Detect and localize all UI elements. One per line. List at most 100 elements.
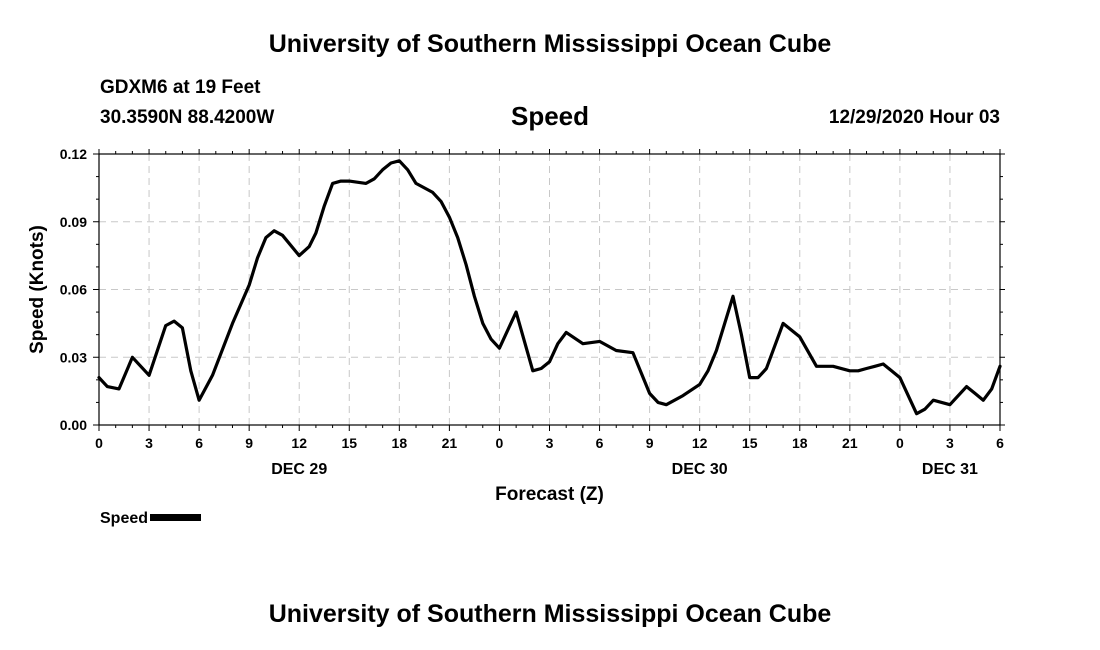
forecast-datetime: 12/29/2020 Hour 03 — [828, 107, 1000, 128]
data-point — [340, 180, 342, 182]
data-point — [490, 338, 492, 340]
axis-labels: 0 3 6 9 12 15 18 21 0 3 6 9 12 15 18 21 0 3 6 0.00 0.03 0.06 0… — [27, 146, 1004, 505]
data-point — [974, 392, 976, 394]
data-point — [899, 376, 901, 379]
y-tick-label: 0.00 — [60, 417, 87, 433]
data-point — [915, 413, 918, 415]
data-point — [515, 311, 517, 313]
data-point — [398, 160, 400, 162]
x-tick-label: 18 — [392, 435, 408, 451]
y-tick-label: 0.09 — [60, 214, 87, 230]
data-point — [707, 370, 709, 372]
series — [97, 159, 1002, 416]
data-point — [473, 295, 476, 297]
x-tick-label: 3 — [946, 435, 954, 451]
x-tick-label: 3 — [145, 435, 153, 451]
data-point — [665, 404, 667, 406]
data-point — [448, 216, 450, 218]
data-point — [582, 343, 584, 345]
x-tick-label: 21 — [442, 435, 458, 451]
y-tick-label: 0.06 — [60, 282, 87, 298]
data-point — [799, 336, 801, 338]
data-point — [198, 399, 200, 401]
day-label: DEC 30 — [672, 461, 728, 478]
x-tick-label: 3 — [546, 435, 554, 451]
data-point — [148, 374, 150, 376]
data-point — [999, 365, 1001, 367]
data-point — [882, 363, 884, 365]
data-point — [782, 322, 784, 324]
data-point — [131, 356, 133, 358]
data-point — [248, 284, 250, 286]
data-point — [815, 365, 818, 367]
y-tick-label: 0.12 — [60, 146, 87, 162]
x-tick-label: 15 — [742, 435, 758, 451]
data-point — [211, 374, 214, 376]
data-point — [106, 386, 108, 388]
data-point — [865, 367, 868, 370]
legend: Speed — [100, 510, 202, 528]
data-point — [373, 178, 375, 180]
x-tick-label: 12 — [291, 435, 307, 451]
data-point — [632, 352, 634, 354]
x-axis-title: Forecast (Z) — [495, 484, 604, 505]
station-label: GDXM6 at 19 Feet — [100, 77, 261, 98]
day-label: DEC 29 — [271, 461, 327, 478]
data-point — [482, 322, 484, 324]
data-point — [331, 182, 334, 184]
data-point — [308, 245, 310, 248]
data-point — [323, 205, 325, 207]
data-point — [457, 236, 459, 239]
data-point — [615, 349, 617, 352]
x-tick-label: 6 — [195, 435, 203, 451]
data-point — [832, 365, 834, 367]
x-tick-label: 0 — [496, 435, 504, 451]
data-point — [932, 399, 934, 401]
data-point — [657, 401, 659, 404]
data-point — [849, 370, 851, 372]
y-tick-label: 0.03 — [60, 349, 87, 365]
coordinates-label: 30.3590N 88.4200W — [100, 107, 275, 128]
data-point — [165, 325, 167, 327]
data-point — [765, 367, 768, 370]
legend-label: Speed — [100, 510, 149, 527]
legend-swatch — [150, 514, 202, 522]
data-point — [407, 169, 409, 171]
plot-frame — [98, 153, 1001, 426]
data-point — [598, 340, 601, 343]
data-point — [415, 182, 417, 184]
data-point — [231, 322, 234, 324]
data-point — [365, 182, 367, 184]
data-point — [540, 367, 542, 370]
data-point — [190, 370, 192, 372]
data-point — [857, 370, 859, 372]
data-point — [465, 264, 467, 266]
data-point — [173, 320, 175, 322]
data-point — [298, 255, 300, 257]
data-point — [181, 327, 184, 329]
x-tick-label: 0 — [95, 435, 103, 451]
data-point — [281, 234, 284, 236]
data-point — [682, 395, 684, 397]
data-point — [256, 257, 259, 259]
x-tick-label: 15 — [341, 435, 357, 451]
x-tick-label: 21 — [842, 435, 858, 451]
data-point — [557, 343, 559, 345]
chart-title: Speed — [510, 101, 590, 131]
data-point — [118, 388, 120, 390]
data-point — [749, 376, 751, 379]
x-tick-label: 18 — [792, 435, 808, 451]
data-point — [532, 370, 534, 372]
data-point — [265, 236, 267, 239]
data-point — [949, 404, 951, 406]
data-point — [548, 361, 551, 363]
page-title-top: University of Southern Mississippi Ocean… — [268, 30, 832, 58]
data-point — [907, 395, 909, 397]
page-title-bottom: University of Southern Mississippi Ocean… — [268, 600, 832, 628]
data-point — [98, 376, 100, 379]
grid — [99, 154, 1000, 425]
data-point — [874, 365, 876, 367]
x-tick-label: 9 — [646, 435, 654, 451]
data-point — [966, 386, 968, 388]
